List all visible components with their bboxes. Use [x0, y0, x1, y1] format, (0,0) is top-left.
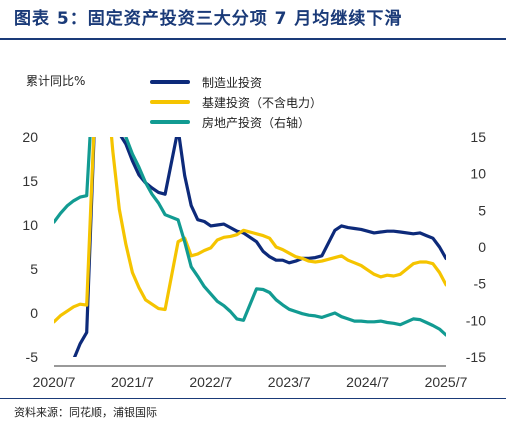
x-axis-tick-label: 2021/7 — [111, 374, 154, 390]
legend-item-real-estate: 房地产投资（右轴） — [150, 112, 322, 132]
left-axis-tick-label: 20 — [22, 129, 38, 145]
left-axis-tick-label: 0 — [30, 305, 38, 321]
legend-label-infrastructure: 基建投资（不含电力） — [202, 95, 323, 110]
right-axis-tick-label: -15 — [466, 349, 486, 365]
right-axis-tick-label: -5 — [474, 276, 487, 292]
legend-item-manufacturing: 制造业投资 — [150, 72, 322, 92]
right-axis-tick-label: 15 — [470, 129, 486, 145]
x-axis-tick-label: 2022/7 — [189, 374, 232, 390]
legend-label-real-estate: 房地产投资（右轴） — [202, 115, 311, 130]
left-axis-tick-label: 5 — [30, 261, 38, 277]
title-underline — [0, 38, 506, 40]
legend: 制造业投资 基建投资（不含电力） 房地产投资（右轴） — [150, 72, 322, 132]
left-axis-tick-label: 15 — [22, 173, 38, 189]
right-axis-tick-label: 10 — [470, 166, 486, 182]
series-line-0 — [72, 137, 446, 357]
left-axis-tick-label: -5 — [26, 349, 39, 365]
x-axis-tick-label: 2023/7 — [268, 374, 311, 390]
right-axis-tick-label: -10 — [466, 312, 486, 328]
x-axis-tick-label: 2024/7 — [346, 374, 389, 390]
left-axis-tick-label: 10 — [22, 217, 38, 233]
series-line-2 — [54, 137, 446, 337]
footer-divider — [0, 398, 506, 399]
right-axis-tick-label: 5 — [478, 202, 486, 218]
x-axis-tick-label: 2020/7 — [33, 374, 76, 390]
legend-item-infrastructure: 基建投资（不含电力） — [150, 92, 322, 112]
source-note: 资料来源：同花顺，浦银国际 — [14, 406, 157, 419]
legend-swatch-infrastructure — [150, 100, 190, 104]
legend-label-manufacturing: 制造业投资 — [202, 75, 263, 90]
right-axis-tick-label: 0 — [478, 239, 486, 255]
figure-title: 图表 5：固定资产投资三大分项 7 月均继续下滑 — [14, 9, 403, 29]
legend-swatch-manufacturing — [150, 80, 190, 84]
y-axis-label: 累计同比% — [26, 74, 86, 88]
x-axis-tick-label: 2025/7 — [425, 374, 468, 390]
legend-swatch-real-estate — [150, 120, 190, 124]
series-line-1 — [54, 137, 446, 324]
